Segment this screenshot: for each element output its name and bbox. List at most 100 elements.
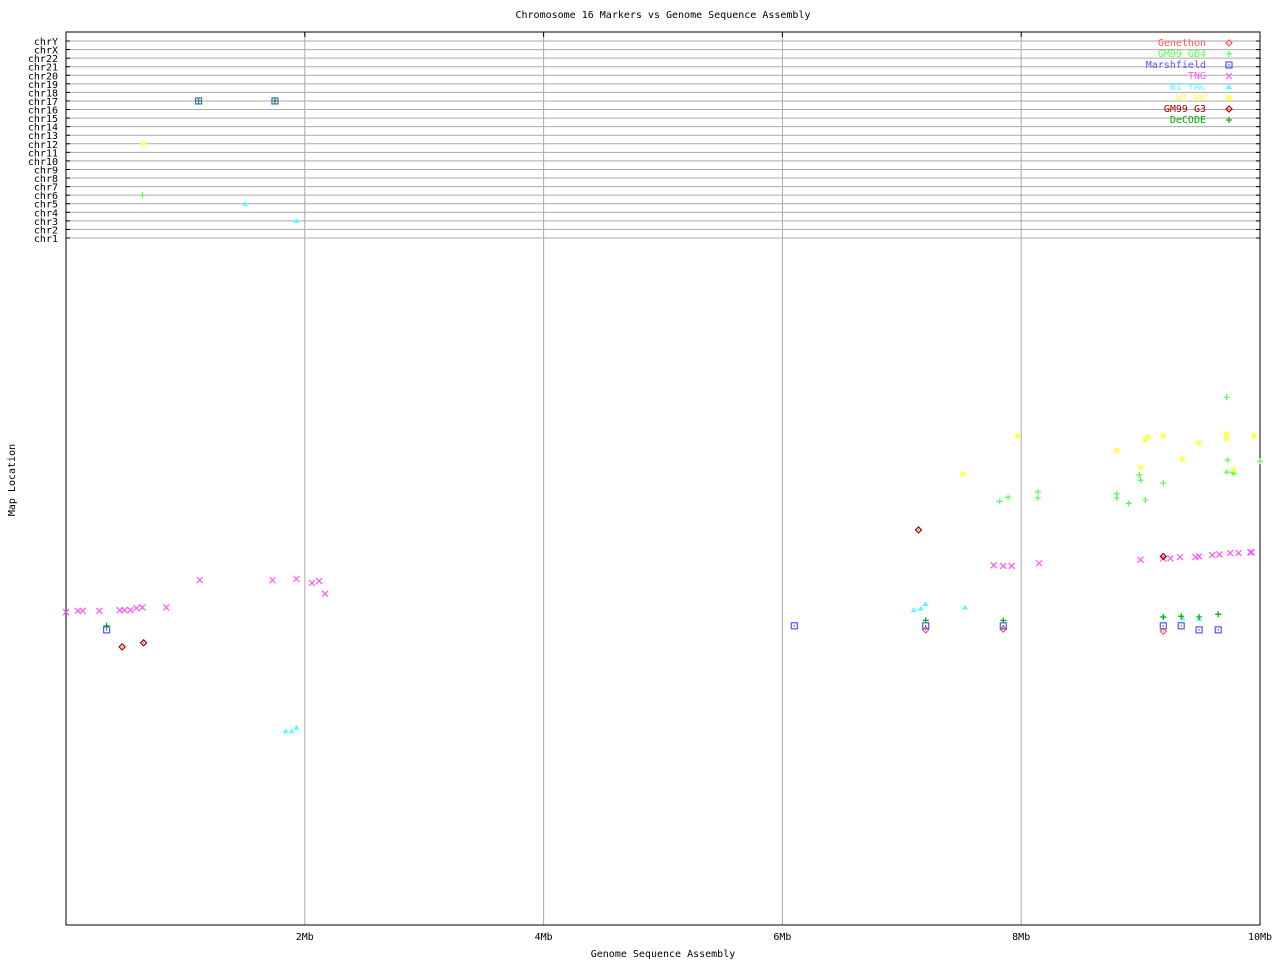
point-wi-rh: [1137, 464, 1144, 471]
point-wi-rh: [1014, 433, 1021, 440]
point-gm99-gb4: [1223, 469, 1230, 476]
legend-label-gm99-g3: GM99 G3: [1164, 104, 1206, 115]
point-tng: [1137, 556, 1145, 564]
chr-label: chr22: [28, 54, 58, 65]
point-tng: [133, 604, 140, 612]
x-tick-label: 4Mb: [535, 932, 553, 943]
point-gm99-gb4: [1034, 494, 1041, 501]
point-gm99-gb4: [1136, 471, 1143, 478]
point-decode: [1000, 617, 1007, 624]
chr-label: chr1: [34, 234, 58, 245]
chr-label: chr13: [28, 131, 58, 142]
point-tng: [196, 576, 204, 584]
point-gm99-gb4: [1142, 497, 1149, 503]
legend-label-wi-yac: WI YAC: [1170, 82, 1206, 93]
chr-label: chr7: [34, 183, 58, 194]
point-gm99-gb4: [1137, 477, 1144, 484]
point-tng: [1167, 555, 1174, 562]
chr-label: chr10: [28, 157, 58, 168]
point-genethon: [921, 626, 930, 634]
point-decode: [1178, 613, 1185, 620]
point-tng: [1195, 553, 1203, 560]
point-tng: [162, 604, 170, 611]
chr-point-wi-yac: [242, 200, 249, 206]
chr-label: chrY: [34, 37, 58, 48]
chr-point-decode: [195, 97, 202, 104]
legend-label-marshfield: Marshfield: [1146, 60, 1206, 71]
point-tng: [321, 590, 329, 598]
chr-label: chr2: [34, 225, 58, 236]
point-marshfield: [1214, 626, 1222, 634]
legend-marker-marshfield: [1225, 61, 1233, 69]
legend-label-tng: TNG: [1188, 71, 1206, 82]
legend-label-gm99-gb4: GM99 GB4: [1158, 49, 1206, 60]
legend-marker-wi-rh: [1226, 95, 1232, 101]
chr-label: chr18: [28, 88, 58, 99]
legend-label-decode: DeCODE: [1170, 115, 1206, 126]
legend-label-wi-rh: WI RH: [1176, 93, 1206, 104]
point-tng: [62, 608, 70, 616]
chr-label: chr5: [34, 200, 58, 211]
x-tick-label: 8Mb: [1012, 932, 1030, 943]
chr-point-wi-yac: [293, 217, 300, 223]
legend-marker-decode: [1226, 117, 1232, 123]
point-tng: [308, 579, 316, 587]
point-tng: [79, 607, 87, 615]
x-tick-label: 10Mb: [1248, 932, 1272, 943]
chr-label: chr12: [28, 140, 58, 151]
point-tng: [293, 575, 300, 583]
point-marshfield: [922, 622, 930, 630]
point-decode: [1215, 611, 1222, 618]
point-decode: [1160, 613, 1167, 620]
point-wi-rh: [1251, 433, 1258, 440]
point-wi-rh: [1223, 435, 1230, 442]
point-gm99-gb4: [1257, 458, 1263, 465]
point-wi-rh: [1223, 431, 1230, 438]
point-gm99-g3: [118, 643, 126, 651]
point-wi-yac: [910, 607, 917, 613]
point-gm99-gb4: [1005, 494, 1012, 501]
chr-label: chr6: [34, 191, 58, 202]
point-gm99-gb4: [996, 498, 1003, 505]
point-wi-rh: [1196, 439, 1203, 446]
point-tng: [1215, 550, 1223, 558]
chr-label: chr21: [28, 63, 58, 74]
point-gm99-gb4: [1034, 488, 1041, 495]
point-decode: [1196, 613, 1203, 620]
chr-label: chr9: [34, 165, 58, 176]
chr-label: chr20: [28, 71, 58, 82]
point-tng: [1226, 549, 1234, 557]
point-marshfield: [1177, 622, 1185, 630]
point-wi-rh: [1230, 466, 1237, 473]
chr-point-wi-rh: [140, 140, 147, 147]
point-tng: [999, 562, 1007, 570]
chr-label: chr19: [28, 80, 58, 91]
point-gm99-gb4: [1224, 456, 1231, 463]
point-tng: [269, 576, 276, 584]
point-tng: [1248, 548, 1256, 556]
point-tng: [1035, 559, 1043, 567]
point-gm99-gb4: [1160, 480, 1167, 486]
x-tick-label: 6Mb: [773, 932, 791, 943]
point-tng: [121, 606, 128, 614]
legend-marker-genethon: [1225, 39, 1233, 47]
point-tng: [127, 606, 134, 614]
point-gm99-gb4: [1125, 500, 1132, 507]
chr-label: chr17: [28, 97, 58, 108]
point-wi-rh: [1144, 434, 1151, 441]
point-tng: [990, 561, 998, 569]
chart-title: Chromosome 16 Markers vs Genome Sequence…: [515, 10, 810, 21]
chr-label: chr4: [34, 208, 58, 219]
legend-marker-tng: [1225, 72, 1233, 80]
point-gm99-gb4: [1223, 394, 1230, 401]
chr-label: chr3: [34, 217, 58, 228]
point-tng: [138, 604, 146, 611]
legend-marker-gm99-gb4: [1226, 51, 1232, 57]
point-gm99-g3: [139, 638, 148, 647]
point-tng: [315, 577, 323, 585]
point-gm99-g3: [914, 526, 923, 534]
point-gm99-gb4: [1113, 494, 1120, 501]
point-tng: [1208, 551, 1216, 559]
point-tng: [1008, 562, 1016, 570]
